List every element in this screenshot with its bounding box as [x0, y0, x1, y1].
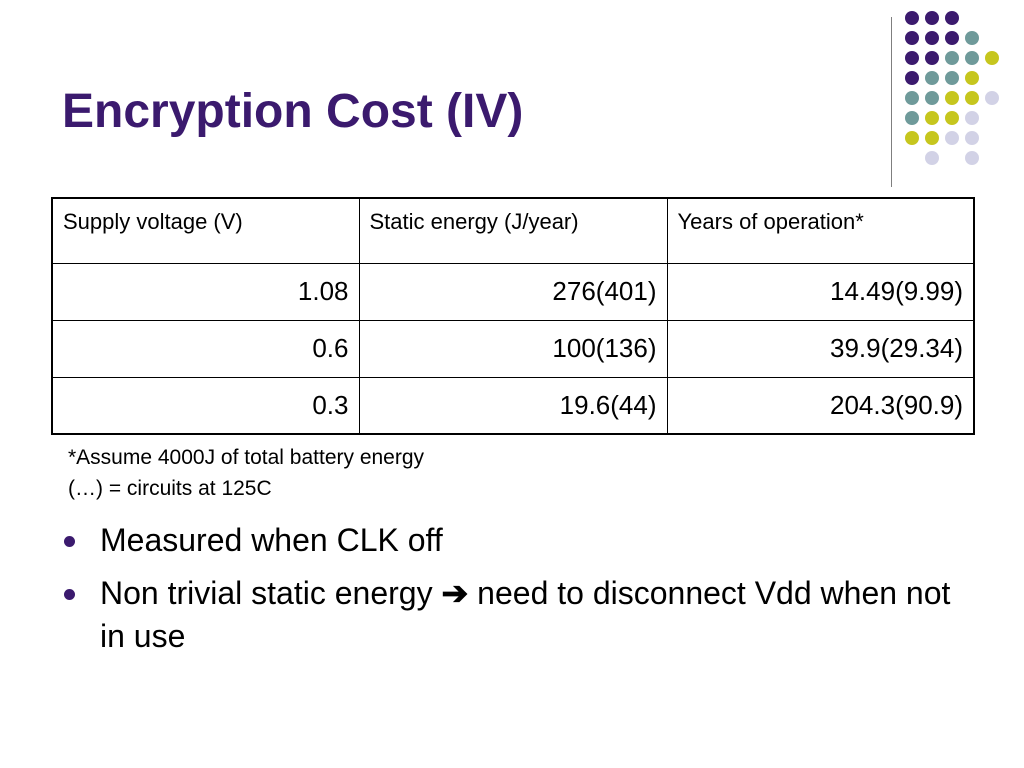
decorative-dot	[925, 31, 939, 45]
table-row: 0.3 19.6(44) 204.3(90.9)	[51, 376, 975, 435]
decorative-dot	[905, 31, 919, 45]
decorative-dot	[965, 71, 979, 85]
decorative-dot	[905, 111, 919, 125]
decorative-dot	[965, 151, 979, 165]
cell-supply-voltage: 0.6	[51, 319, 360, 378]
bullet-list: Measured when CLK off Non trivial static…	[62, 519, 962, 668]
decorative-dot	[905, 71, 919, 85]
table-row: 0.6 100(136) 39.9(29.34)	[51, 319, 975, 378]
decorative-dot	[985, 91, 999, 105]
decorative-dot	[985, 51, 999, 65]
decorative-dot	[965, 91, 979, 105]
decorative-dot	[925, 111, 939, 125]
cell-years-of-operation: 204.3(90.9)	[666, 376, 975, 435]
table-footnotes: *Assume 4000J of total battery energy (……	[68, 442, 424, 504]
decorative-dot	[945, 11, 959, 25]
header-static-energy: Static energy (J/year)	[358, 197, 668, 264]
decorative-dot	[945, 111, 959, 125]
title-divider-line	[891, 17, 892, 187]
footnote-battery-energy: *Assume 4000J of total battery energy	[68, 446, 425, 469]
decorative-dot	[965, 131, 979, 145]
decorative-dot	[945, 91, 959, 105]
header-years-of-operation: Years of operation*	[666, 197, 975, 264]
voltage-energy-table: Supply voltage (V) Static energy (J/year…	[51, 197, 975, 435]
decorative-dot	[945, 51, 959, 65]
cell-supply-voltage: 1.08	[51, 262, 360, 321]
decorative-dot	[965, 31, 979, 45]
header-supply-voltage: Supply voltage (V)	[51, 197, 360, 264]
decorative-dot	[945, 71, 959, 85]
right-arrow-icon: ➔	[441, 575, 469, 611]
bullet-dot-icon	[64, 536, 75, 547]
bullet-item: Measured when CLK off	[62, 519, 962, 562]
bullet-text-after-arrow: need to disconnect Vdd when not in use	[100, 575, 951, 654]
footnote-circuits-temperature: (…) = circuits at 125C	[68, 477, 272, 500]
bullet-item: Non trivial static energy ➔ need to disc…	[62, 572, 962, 658]
decorative-dot-grid	[905, 11, 1015, 171]
cell-years-of-operation: 14.49(9.99)	[666, 262, 975, 321]
decorative-dot	[905, 11, 919, 25]
cell-years-of-operation: 39.9(29.34)	[666, 319, 975, 378]
table-header-row: Supply voltage (V) Static energy (J/year…	[51, 197, 975, 264]
decorative-dot	[905, 51, 919, 65]
bullet-text-before-arrow: Non trivial static energy	[100, 575, 442, 611]
decorative-dot	[965, 51, 979, 65]
table-row: 1.08 276(401) 14.49(9.99)	[51, 262, 975, 321]
cell-static-energy: 19.6(44)	[358, 376, 668, 435]
cell-static-energy: 276(401)	[358, 262, 668, 321]
slide-title: Encryption Cost (IV)	[62, 85, 524, 138]
decorative-dot	[925, 91, 939, 105]
decorative-dot	[925, 11, 939, 25]
decorative-dot	[905, 131, 919, 145]
bullet-text: Measured when CLK off	[100, 522, 443, 558]
decorative-dot	[945, 31, 959, 45]
decorative-dot	[965, 111, 979, 125]
decorative-dot	[925, 131, 939, 145]
decorative-dot	[925, 51, 939, 65]
bullet-dot-icon	[64, 589, 75, 600]
cell-static-energy: 100(136)	[358, 319, 668, 378]
decorative-dot	[925, 151, 939, 165]
cell-supply-voltage: 0.3	[51, 376, 360, 435]
decorative-dot	[905, 91, 919, 105]
decorative-dot	[925, 71, 939, 85]
decorative-dot	[945, 131, 959, 145]
